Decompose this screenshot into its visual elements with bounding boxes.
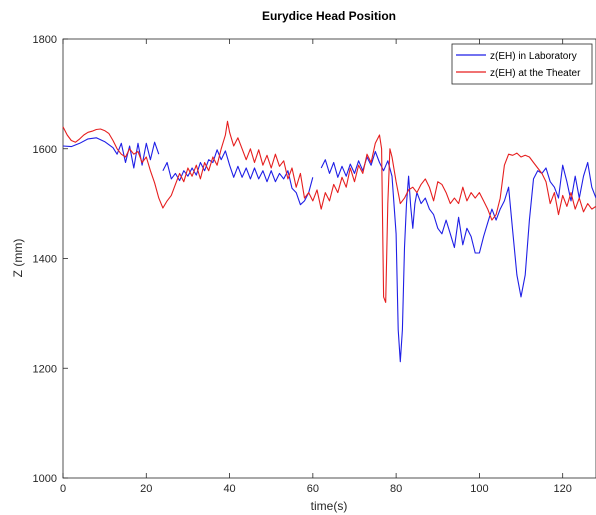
legend-label-theater: z(EH) at the Theater — [490, 68, 581, 79]
x-tick-label: 40 — [223, 483, 235, 495]
y-tick-label: 1800 — [33, 34, 57, 46]
series-line-laboratory — [62, 137, 160, 169]
x-axis-label: time(s) — [311, 499, 348, 513]
y-tick-label: 1600 — [33, 144, 57, 156]
series-line-theater — [62, 120, 596, 303]
x-axis: 0 20 40 60 80 100 120 — [60, 39, 572, 495]
x-tick-label: 20 — [140, 483, 152, 495]
series-laboratory — [62, 137, 596, 363]
y-tick-label: 1000 — [33, 473, 57, 485]
legend-label-laboratory: z(EH) in Laboratory — [490, 51, 577, 62]
series-line-laboratory — [162, 149, 314, 206]
legend-box — [451, 43, 593, 85]
x-tick-label: 120 — [554, 483, 572, 495]
plot-area — [62, 38, 596, 479]
legend: z(EH) in Laboratory z(EH) at the Theater — [451, 43, 593, 85]
series-layer — [62, 120, 596, 363]
series-theater — [62, 120, 596, 303]
y-tick-label: 1200 — [33, 363, 57, 375]
y-tick-label: 1400 — [33, 254, 57, 266]
chart-title: Eurydice Head Position — [262, 9, 396, 23]
y-axis-label: Z (mm) — [11, 239, 25, 278]
series-line-laboratory — [320, 150, 596, 363]
x-tick-label: 60 — [307, 483, 319, 495]
x-tick-label: 100 — [470, 483, 488, 495]
x-tick-label: 80 — [390, 483, 402, 495]
y-axis: 1000 1200 1400 1600 1800 — [33, 34, 68, 485]
x-tick-label: 0 — [60, 483, 66, 495]
plot-frame — [62, 38, 596, 479]
